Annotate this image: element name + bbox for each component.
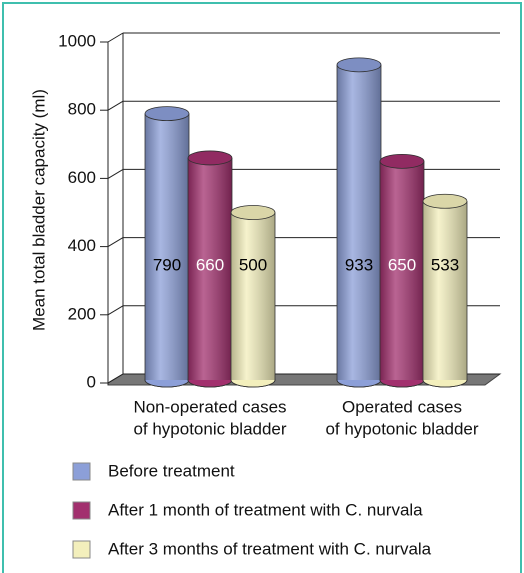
bar-top <box>379 153 425 169</box>
y-tick-label: 800 <box>68 100 96 119</box>
bar-shade <box>380 161 424 380</box>
bar <box>422 193 468 388</box>
x-tick-label: Operated cases <box>342 397 462 416</box>
bar-top <box>187 150 233 166</box>
bar-shade <box>145 113 189 381</box>
x-tick-label: of hypotonic bladder <box>133 419 286 438</box>
value-label: 933 <box>345 255 373 274</box>
grid-line <box>107 305 124 316</box>
x-tick-label: of hypotonic bladder <box>325 419 478 438</box>
bar-outline <box>379 161 425 388</box>
bar-top <box>422 193 468 209</box>
value-label: 500 <box>239 255 267 274</box>
legend-label: After 1 month of treatment with C. nurva… <box>108 500 423 519</box>
bar-shade <box>188 157 232 380</box>
y-tick-label: 0 <box>87 372 96 391</box>
value-label: 650 <box>388 255 416 274</box>
bar-top-shade <box>231 205 275 220</box>
grid-line <box>107 237 124 248</box>
bar-shade <box>231 212 275 380</box>
legend-swatch <box>72 501 91 520</box>
bar-outline <box>144 113 190 388</box>
bar-top-shade <box>423 194 467 209</box>
bar <box>144 106 190 388</box>
grid-line <box>107 32 124 43</box>
bar-outline <box>422 201 468 388</box>
bar <box>187 150 233 388</box>
y-tick-label: 200 <box>68 304 96 323</box>
y-axis-label: Mean total bladder capacity (ml) <box>29 89 48 331</box>
bar-top <box>230 205 276 220</box>
legend-swatch <box>72 462 91 481</box>
legend-label: Before treatment <box>108 461 235 480</box>
grid-line <box>107 100 124 111</box>
grid-line <box>107 373 124 384</box>
y-tick-label: 600 <box>68 168 96 187</box>
grid-line <box>107 168 124 179</box>
value-label: 660 <box>196 255 224 274</box>
value-label: 790 <box>153 255 181 274</box>
x-tick-label: Non-operated cases <box>133 397 286 416</box>
bar-shade <box>423 201 467 380</box>
bar <box>230 205 276 388</box>
bar-top <box>336 57 382 73</box>
bar-top-shade <box>337 57 381 72</box>
y-tick-label: 400 <box>68 236 96 255</box>
legend-swatch <box>72 540 91 559</box>
value-label: 533 <box>431 255 459 274</box>
bar-shade <box>337 64 381 381</box>
bar-top-shade <box>380 154 424 169</box>
bar <box>336 57 382 388</box>
bar-top <box>144 106 190 122</box>
bar-top-shade <box>145 106 189 121</box>
y-tick-label: 1000 <box>58 31 96 50</box>
bar-outline <box>336 64 382 388</box>
legend-label: After 3 months of treatment with C. nurv… <box>108 539 432 558</box>
bar-top-shade <box>188 150 232 165</box>
bar-outline <box>230 212 276 388</box>
bar-outline <box>187 157 233 388</box>
bar <box>379 153 425 388</box>
